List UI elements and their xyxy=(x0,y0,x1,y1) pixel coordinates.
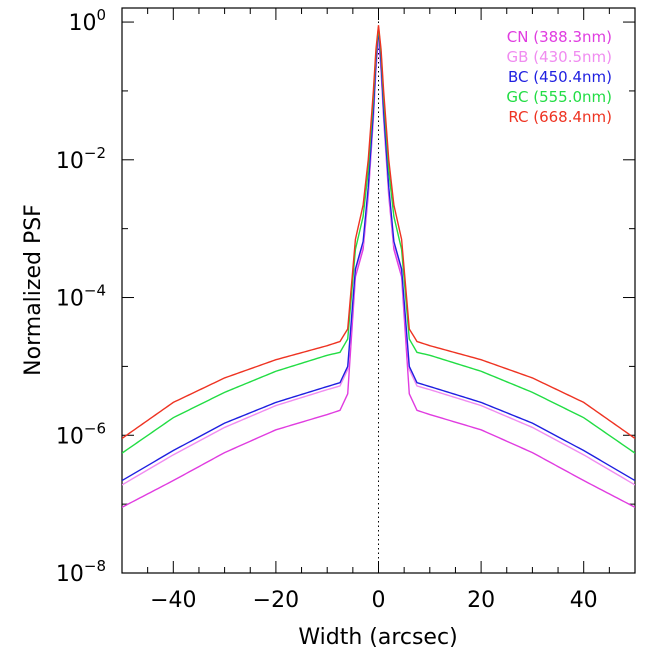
legend-entry: BC (450.4nm) xyxy=(508,68,612,86)
legend-entry: CN (388.3nm) xyxy=(507,28,612,46)
legend-entry: RC (668.4nm) xyxy=(508,108,612,126)
x-tick-label: −40 xyxy=(150,588,196,613)
x-tick-label: 0 xyxy=(372,588,386,613)
legend-entry: GC (555.0nm) xyxy=(506,88,612,106)
legend-entry: GB (430.5nm) xyxy=(507,48,612,66)
y-tick-label: 10−6 xyxy=(56,419,106,449)
y-tick-label: 10−2 xyxy=(56,144,106,174)
y-tick-label: 10−4 xyxy=(56,282,106,312)
y-tick-label: 100 xyxy=(68,6,106,36)
axis-ticks xyxy=(121,8,636,574)
x-tick-label: 40 xyxy=(570,588,598,613)
y-axis-label: Normalized PSF xyxy=(21,204,46,376)
series-lines xyxy=(122,25,635,508)
axis-tick-labels: −40 −20 0 20 40 10−8 10−6 10−4 10−2 100 xyxy=(56,6,598,613)
x-tick-label: 20 xyxy=(467,588,495,613)
legend: CN (388.3nm) GB (430.5nm) BC (450.4nm) GC (… xyxy=(506,28,612,126)
x-tick-label: −20 xyxy=(253,588,299,613)
y-tick-label: 10−8 xyxy=(56,557,106,587)
x-axis-label: Width (arcsec) xyxy=(298,625,457,650)
series-line xyxy=(122,25,635,439)
